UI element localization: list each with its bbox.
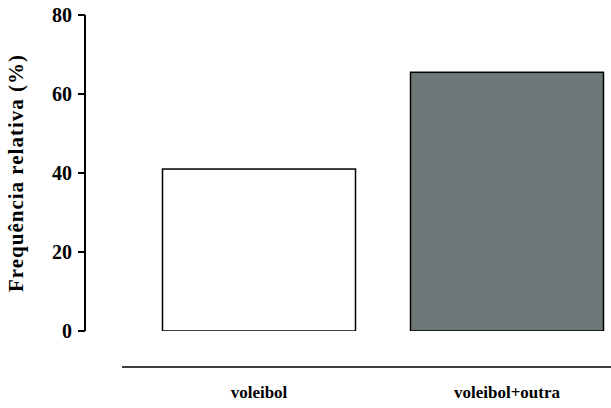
y-tick-label: 20 xyxy=(52,241,72,263)
x-axis xyxy=(122,366,611,368)
y-tick xyxy=(78,93,85,95)
y-tick-label: 0 xyxy=(62,320,72,342)
x-tick-label: voleibol xyxy=(231,383,288,402)
y-tick xyxy=(78,251,85,253)
chart: 0 20 40 60 80 Frequência relativa (%) voleibol… xyxy=(0,0,611,408)
y-tick xyxy=(78,330,85,332)
y-tick-label: 60 xyxy=(52,83,72,105)
y-axis-label: Frequência relativa (%) xyxy=(4,54,28,292)
bar xyxy=(411,72,604,331)
y-tick-label: 40 xyxy=(52,162,72,184)
bar xyxy=(163,169,356,331)
x-tick-label: voleibol+outra xyxy=(454,383,561,402)
bars xyxy=(163,72,604,331)
y-tick xyxy=(78,14,85,16)
y-tick-label: 80 xyxy=(52,4,72,26)
y-tick xyxy=(78,172,85,174)
